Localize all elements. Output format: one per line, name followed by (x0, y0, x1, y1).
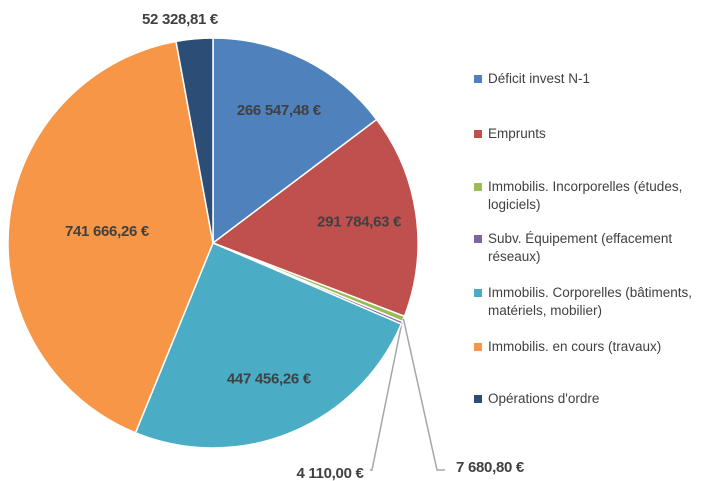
legend-label: Immobilis. Corporelles (bâtiments, matér… (488, 285, 693, 318)
data-label: 266 547,48 € (237, 102, 322, 119)
legend-item: Opérations d'ordre (470, 390, 599, 408)
legend-swatch (474, 130, 482, 138)
leader-line (370, 322, 403, 471)
legend-label: Déficit invest N-1 (488, 71, 591, 86)
data-label: 741 666,26 € (65, 223, 150, 240)
legend-item: Déficit invest N-1 (470, 70, 590, 88)
legend-swatch (474, 343, 482, 351)
pie-slice (175, 37, 214, 244)
legend-swatch (474, 395, 482, 403)
legend-label: Subv. Équipement (effacement réseaux) (488, 231, 673, 264)
pie-slice (7, 40, 214, 434)
pie-slice (134, 242, 403, 449)
legend-swatch (474, 289, 482, 297)
pie-slice (211, 118, 419, 318)
data-label: 52 328,81 € (142, 11, 219, 28)
data-label: 4 110,00 € (296, 465, 364, 481)
data-label: 7 680,80 € (456, 459, 525, 476)
legend-item: Immobilis. Corporelles (bâtiments, matér… (470, 284, 724, 320)
legend-label: Immobilis. Incorporelles (études, logici… (488, 179, 683, 212)
data-label: 447 456,26 € (227, 371, 312, 388)
legend-swatch (474, 235, 482, 243)
leader-line (402, 318, 445, 471)
data-label: 291 784,63 € (317, 213, 402, 230)
legend-item: Subv. Équipement (effacement réseaux) (470, 230, 724, 266)
legend-item: Immobilis. Incorporelles (études, logici… (470, 178, 724, 214)
legend-label: Opérations d'ordre (488, 391, 600, 406)
legend-swatch (474, 75, 482, 83)
legend-label: Immobilis. en cours (travaux) (488, 339, 662, 354)
legend-item: Immobilis. en cours (travaux) (470, 338, 661, 356)
legend-label: Emprunts (488, 126, 546, 141)
pie-slice (212, 37, 378, 245)
legend-item: Emprunts (470, 125, 546, 143)
legend-swatch (474, 183, 482, 191)
